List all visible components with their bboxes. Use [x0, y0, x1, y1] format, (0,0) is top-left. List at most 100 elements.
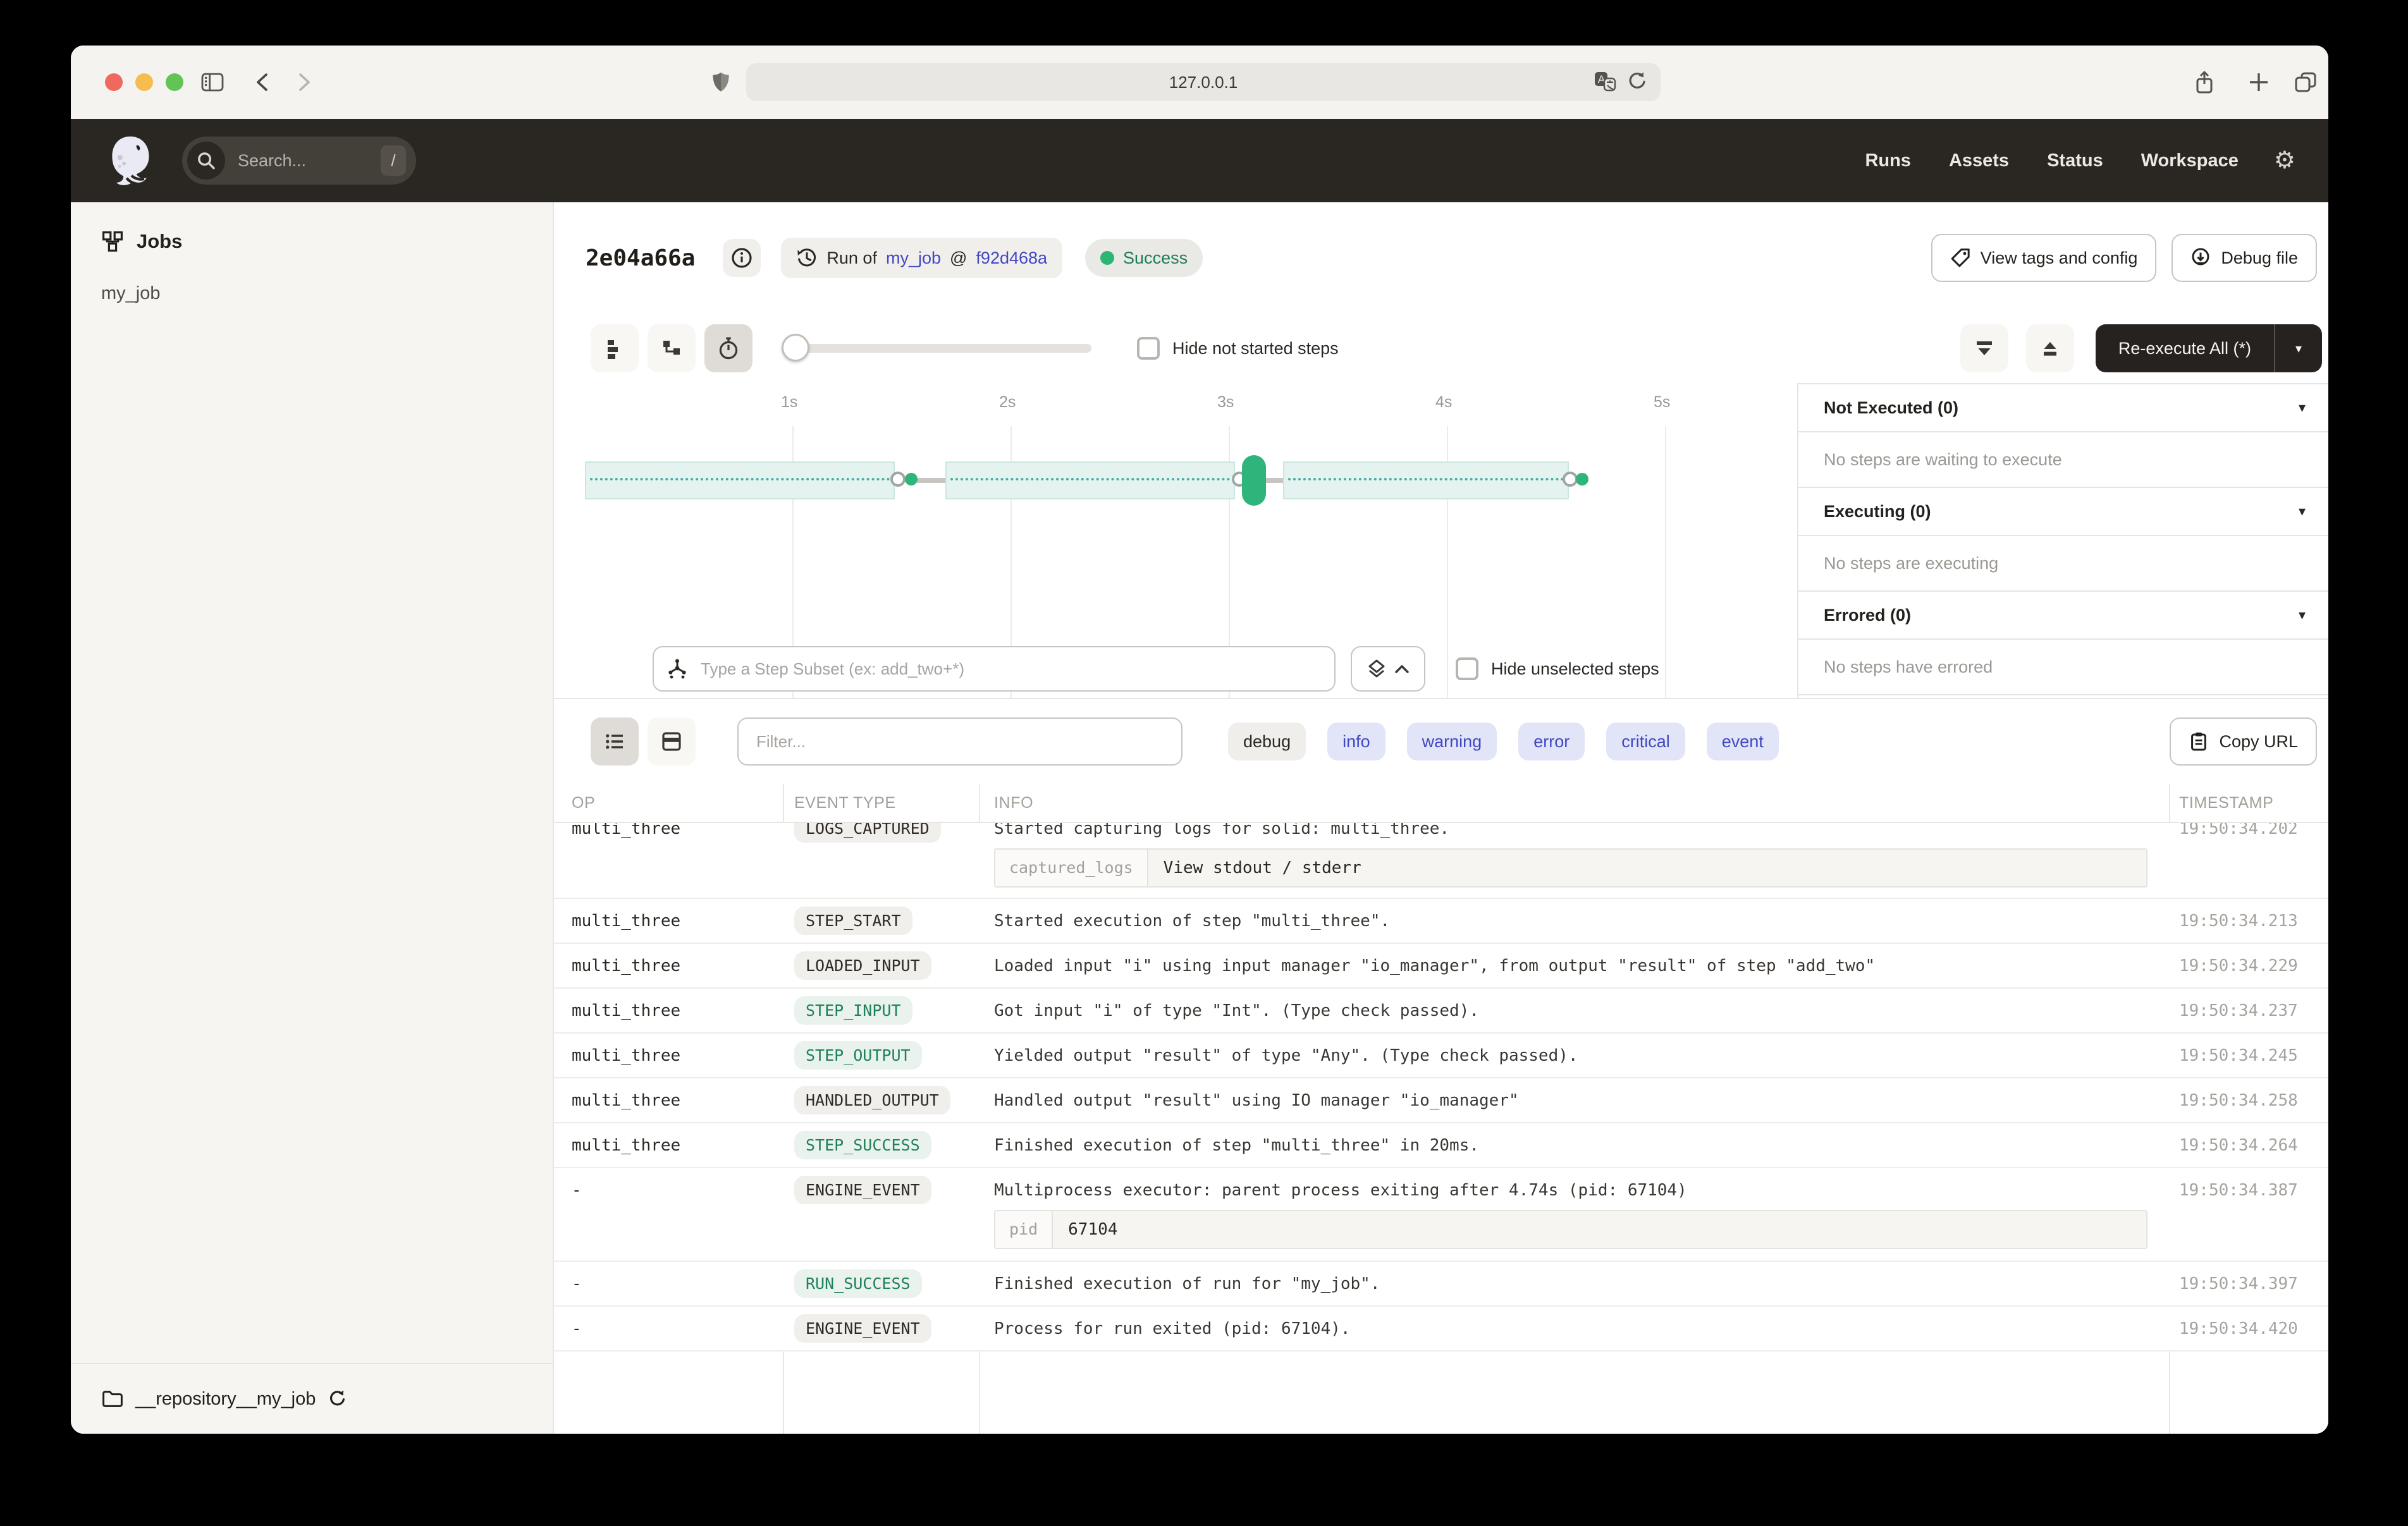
share-icon[interactable] [2193, 71, 2216, 94]
job-link[interactable]: my_job [885, 248, 941, 267]
log-table-body: multi_three LOGS_CAPTURED Started capturin… [554, 823, 2328, 1434]
metadata-value[interactable]: 67104 [1053, 1211, 2146, 1248]
event-type-chip[interactable]: LOADED_INPUT [794, 951, 931, 980]
tab-overview-icon[interactable] [2294, 71, 2317, 94]
metadata-value[interactable]: View stdout / stderr [1148, 850, 2146, 886]
new-tab-icon[interactable] [2247, 71, 2270, 94]
dagster-logo-icon[interactable] [104, 134, 157, 187]
graph-query-toggle-button[interactable] [1351, 646, 1425, 692]
repository-row[interactable]: __repository__my_job [71, 1363, 553, 1434]
snapshot-link[interactable]: f92d468a [976, 248, 1048, 267]
timed-view-button[interactable] [704, 324, 752, 372]
event-type-chip[interactable]: ENGINE_EVENT [794, 1314, 931, 1343]
log-info: Yielded output "result" of type "Any". (… [979, 1034, 2169, 1077]
level-chip-warning[interactable]: warning [1406, 723, 1497, 760]
step-status-section-header[interactable]: Not Executed (0) ▾ [1798, 384, 2328, 432]
zoom-slider[interactable] [782, 334, 1091, 362]
nav-assets[interactable]: Assets [1948, 150, 2010, 171]
level-filter-group: debug info warning error critical event [1228, 723, 1779, 760]
expand-panel-icon[interactable] [2025, 324, 2074, 372]
level-chip-info[interactable]: info [1327, 723, 1385, 760]
translate-icon[interactable]: A [1594, 71, 1616, 92]
gantt-end-circle [1562, 472, 1578, 487]
level-chip-debug[interactable]: debug [1228, 723, 1306, 760]
status-badge: Success [1085, 239, 1203, 277]
browser-chrome: 127.0.0.1 A [71, 46, 2328, 119]
collapse-panel-icon[interactable] [1960, 324, 2008, 372]
run-context-chip: Run of my_job @ f92d468a [781, 238, 1063, 278]
copy-url-button[interactable]: Copy URL [2170, 717, 2317, 766]
log-info: Started capturing logs for solid: multi_… [979, 823, 2169, 898]
gantt-active-marker[interactable] [1241, 455, 1266, 506]
gantt-dotted-line [590, 478, 890, 480]
reexecute-all-label: Re-execute All (*) [2118, 338, 2251, 358]
reload-repository-icon[interactable] [327, 1389, 346, 1408]
forward-button[interactable] [293, 71, 316, 94]
flat-view-button[interactable] [591, 324, 639, 372]
event-type-chip[interactable]: LOGS_CAPTURED [794, 823, 941, 843]
log-event-type: ENGINE_EVENT [783, 1307, 979, 1350]
log-filter-input[interactable] [754, 730, 1166, 753]
gantt-success-dot [1575, 473, 1588, 485]
debug-file-button[interactable]: Debug file [2172, 234, 2317, 282]
step-subset-input[interactable] [698, 657, 1322, 680]
log-timestamp: 19:50:34.229 [2179, 956, 2298, 975]
zoom-window-button[interactable] [166, 73, 183, 91]
gantt-step-band[interactable] [585, 461, 895, 499]
table-row: multi_three STEP_START Started execution o… [554, 899, 2328, 944]
step-status-section-header[interactable]: Executing (0) ▾ [1798, 488, 2328, 536]
back-button[interactable] [250, 71, 273, 94]
log-op: multi_three [572, 1091, 681, 1110]
gantt-dotted-line [950, 478, 1231, 480]
zoom-slider-thumb[interactable] [782, 334, 809, 362]
level-chip-critical[interactable]: critical [1606, 723, 1685, 760]
gear-icon[interactable]: ⚙ [2273, 147, 2295, 174]
info-icon[interactable] [723, 239, 761, 277]
structured-view-button[interactable] [648, 717, 696, 766]
table-row: multi_three STEP_OUTPUT Yielded output "re… [554, 1034, 2328, 1078]
event-type-chip[interactable]: STEP_SUCCESS [794, 1131, 931, 1159]
log-timestamp: 19:50:34.213 [2179, 912, 2298, 931]
gantt-step-band[interactable] [1283, 461, 1570, 499]
section-message: No steps are executing [1798, 536, 2328, 592]
waterfall-view-button[interactable] [648, 324, 696, 372]
close-window-button[interactable] [105, 73, 123, 91]
view-tags-config-button[interactable]: View tags and config [1931, 234, 2157, 282]
jobs-section-header: Jobs [71, 202, 553, 253]
nav-workspace[interactable]: Workspace [2141, 150, 2239, 171]
table-row: - ENGINE_EVENT Process for run exited (pid… [554, 1307, 2328, 1352]
event-type-chip[interactable]: STEP_START [794, 906, 912, 935]
log-info-text: Process for run exited (pid: 67104). [994, 1319, 1351, 1338]
sidebar-item-job[interactable]: my_job [101, 283, 161, 303]
gantt-toolbar: Hide not started steps Re-execute All (*… [554, 314, 2328, 383]
reload-icon[interactable] [1626, 71, 1648, 92]
stdout-list-view-button[interactable] [591, 717, 639, 766]
sidebar-toggle-icon[interactable] [201, 71, 224, 94]
step-status-section-header[interactable]: Errored (0) ▾ [1798, 592, 2328, 640]
hide-not-started-checkbox[interactable] [1137, 337, 1160, 360]
privacy-shield-icon[interactable] [710, 71, 732, 94]
time-axis-label: 5s [1654, 393, 1671, 411]
level-chip-event[interactable]: event [1706, 723, 1779, 760]
reexecute-all-button[interactable]: Re-execute All (*) ▾ [2095, 324, 2322, 372]
address-bar[interactable]: 127.0.0.1 A [746, 63, 1661, 101]
event-type-chip[interactable]: ENGINE_EVENT [794, 1176, 931, 1204]
log-timestamp: 19:50:34.264 [2179, 1136, 2298, 1155]
global-search-input[interactable]: Search... / [182, 137, 416, 185]
event-type-chip[interactable]: STEP_INPUT [794, 996, 912, 1025]
event-type-chip[interactable]: STEP_OUTPUT [794, 1041, 922, 1070]
status-label: Success [1123, 248, 1188, 267]
section-message: No steps have errored [1798, 640, 2328, 695]
gantt-success-dot [905, 473, 918, 485]
event-type-chip[interactable]: RUN_SUCCESS [794, 1269, 922, 1298]
hide-unselected-checkbox[interactable] [1456, 657, 1478, 680]
log-event-type: LOADED_INPUT [783, 944, 979, 987]
chevron-down-icon[interactable]: ▾ [2295, 341, 2302, 356]
event-type-chip[interactable]: HANDLED_OUTPUT [794, 1086, 950, 1114]
gantt-step-band[interactable] [945, 461, 1236, 499]
nav-status[interactable]: Status [2047, 150, 2103, 171]
log-info: Handled output "result" using IO manager… [979, 1078, 2169, 1122]
nav-runs[interactable]: Runs [1865, 150, 1911, 171]
minimize-window-button[interactable] [135, 73, 153, 91]
level-chip-error[interactable]: error [1518, 723, 1585, 760]
